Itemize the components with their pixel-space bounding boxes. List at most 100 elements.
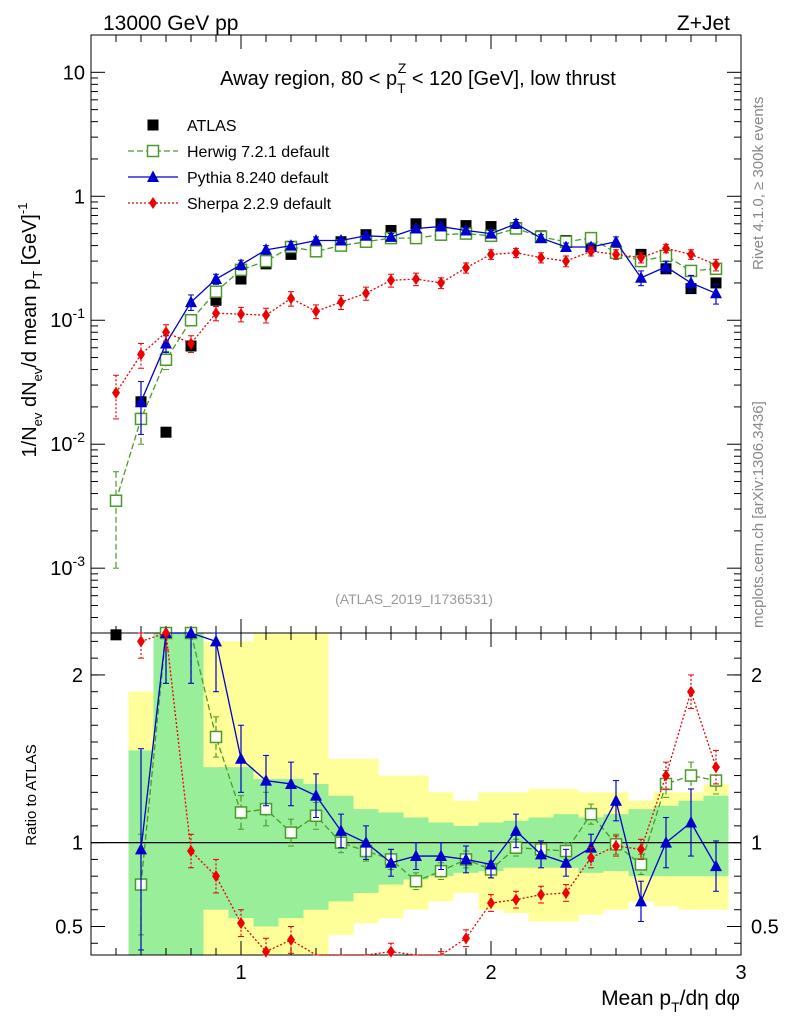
data-point: [184, 313, 198, 327]
ratio-data-series: [134, 626, 723, 958]
y-tick-label: 0.5: [55, 916, 83, 938]
data-point: [462, 932, 470, 945]
data-point: [684, 264, 698, 278]
legend-marker: [146, 144, 160, 158]
main-data-series: [109, 217, 723, 641]
ratio-axis-ticks: 0.5 0.5 1 1 2 2 1 2 3: [55, 633, 779, 984]
data-point: [387, 945, 395, 958]
data-point: [487, 248, 495, 261]
data-point: [335, 824, 347, 836]
data-point: [285, 248, 297, 260]
data-point: [409, 231, 423, 245]
series-sherpa: [112, 242, 720, 420]
legend-marker: [147, 119, 159, 131]
data-point: [435, 220, 447, 232]
data-point: [260, 774, 272, 786]
data-point: [560, 856, 572, 868]
data-point: [684, 769, 698, 782]
data-point: [137, 635, 145, 648]
data-point: [662, 769, 670, 782]
data-point: [285, 777, 297, 789]
data-point: [587, 245, 595, 258]
data-point: [135, 842, 147, 855]
data-point: [485, 227, 497, 239]
header-right: Z+Jet: [677, 12, 730, 35]
data-point: [560, 240, 572, 252]
data-point: [309, 245, 323, 258]
ratio-series-pythia: [135, 626, 722, 951]
data-point: [162, 627, 170, 639]
data-point: [385, 856, 397, 868]
data-point: [360, 836, 372, 848]
data-point: [537, 251, 545, 264]
data-point: [209, 285, 223, 298]
data-point: [112, 386, 120, 399]
data-point: [410, 849, 422, 862]
data-point: [209, 730, 223, 744]
data-point: [262, 945, 270, 958]
data-point: [187, 337, 195, 350]
y-tick-label: 1: [74, 186, 85, 208]
data-point: [710, 277, 722, 289]
data-point: [210, 272, 222, 285]
legend-label: Sherpa 2.2.9 default: [187, 196, 332, 213]
data-point: [109, 494, 123, 507]
legend-marker: [149, 197, 157, 209]
analysis-label: (ATLAS_2019_I1736531): [335, 591, 493, 607]
data-point: [587, 851, 595, 864]
y-tick-label-right: 2: [751, 665, 762, 687]
legend-entry: Sherpa 2.2.9 default: [128, 196, 332, 213]
header-left: 13000 GeV pp: [103, 12, 238, 35]
data-point: [362, 287, 370, 300]
data-point: [660, 260, 672, 272]
data-point: [584, 807, 598, 821]
data-point: [210, 634, 222, 647]
data-point: [637, 251, 645, 264]
data-point: [562, 255, 570, 268]
stat-band: [178, 633, 204, 955]
y-tick-label: 2: [72, 665, 83, 687]
data-point: [485, 857, 497, 870]
stat-band: [153, 633, 179, 955]
data-point: [210, 294, 222, 306]
y-tick-label-right: 0.5: [751, 916, 779, 938]
data-point: [385, 230, 397, 242]
series-line: [140, 632, 717, 904]
data-point: [437, 276, 445, 289]
data-point: [635, 271, 647, 283]
data-point: [412, 273, 420, 286]
data-point: [562, 886, 570, 899]
data-point: [612, 839, 620, 852]
series-line: [115, 227, 717, 501]
data-point: [212, 307, 220, 320]
x-tick-label: 1: [235, 962, 246, 984]
series-line: [140, 223, 717, 403]
data-point: [612, 248, 620, 261]
data-point: [159, 353, 173, 367]
legend-marker: [147, 170, 159, 182]
data-point: [287, 933, 295, 946]
data-point: [710, 286, 722, 299]
y-tick-label: 10-2: [50, 429, 85, 456]
main-title: Away region, 80 < pTZ < 120 [GeV], low t…: [220, 60, 616, 96]
data-point: [137, 348, 145, 361]
data-point: [262, 309, 270, 322]
data-point: [234, 806, 248, 819]
x-tick-label: 3: [735, 962, 746, 984]
legend-label: ATLAS: [187, 118, 237, 135]
data-point: [512, 246, 520, 259]
data-point: [685, 276, 697, 288]
data-point: [535, 847, 547, 860]
data-point: [310, 789, 322, 801]
data-point: [435, 849, 447, 862]
data-point: [260, 243, 272, 255]
data-point: [212, 870, 220, 883]
data-point: [185, 626, 197, 638]
main-axis-ticks: 10-3 10-2 10-1 1 10: [50, 34, 742, 634]
data-point: [337, 296, 345, 309]
data-point: [160, 426, 172, 438]
data-point: [259, 254, 273, 268]
data-point: [237, 308, 245, 321]
data-point: [635, 894, 647, 907]
